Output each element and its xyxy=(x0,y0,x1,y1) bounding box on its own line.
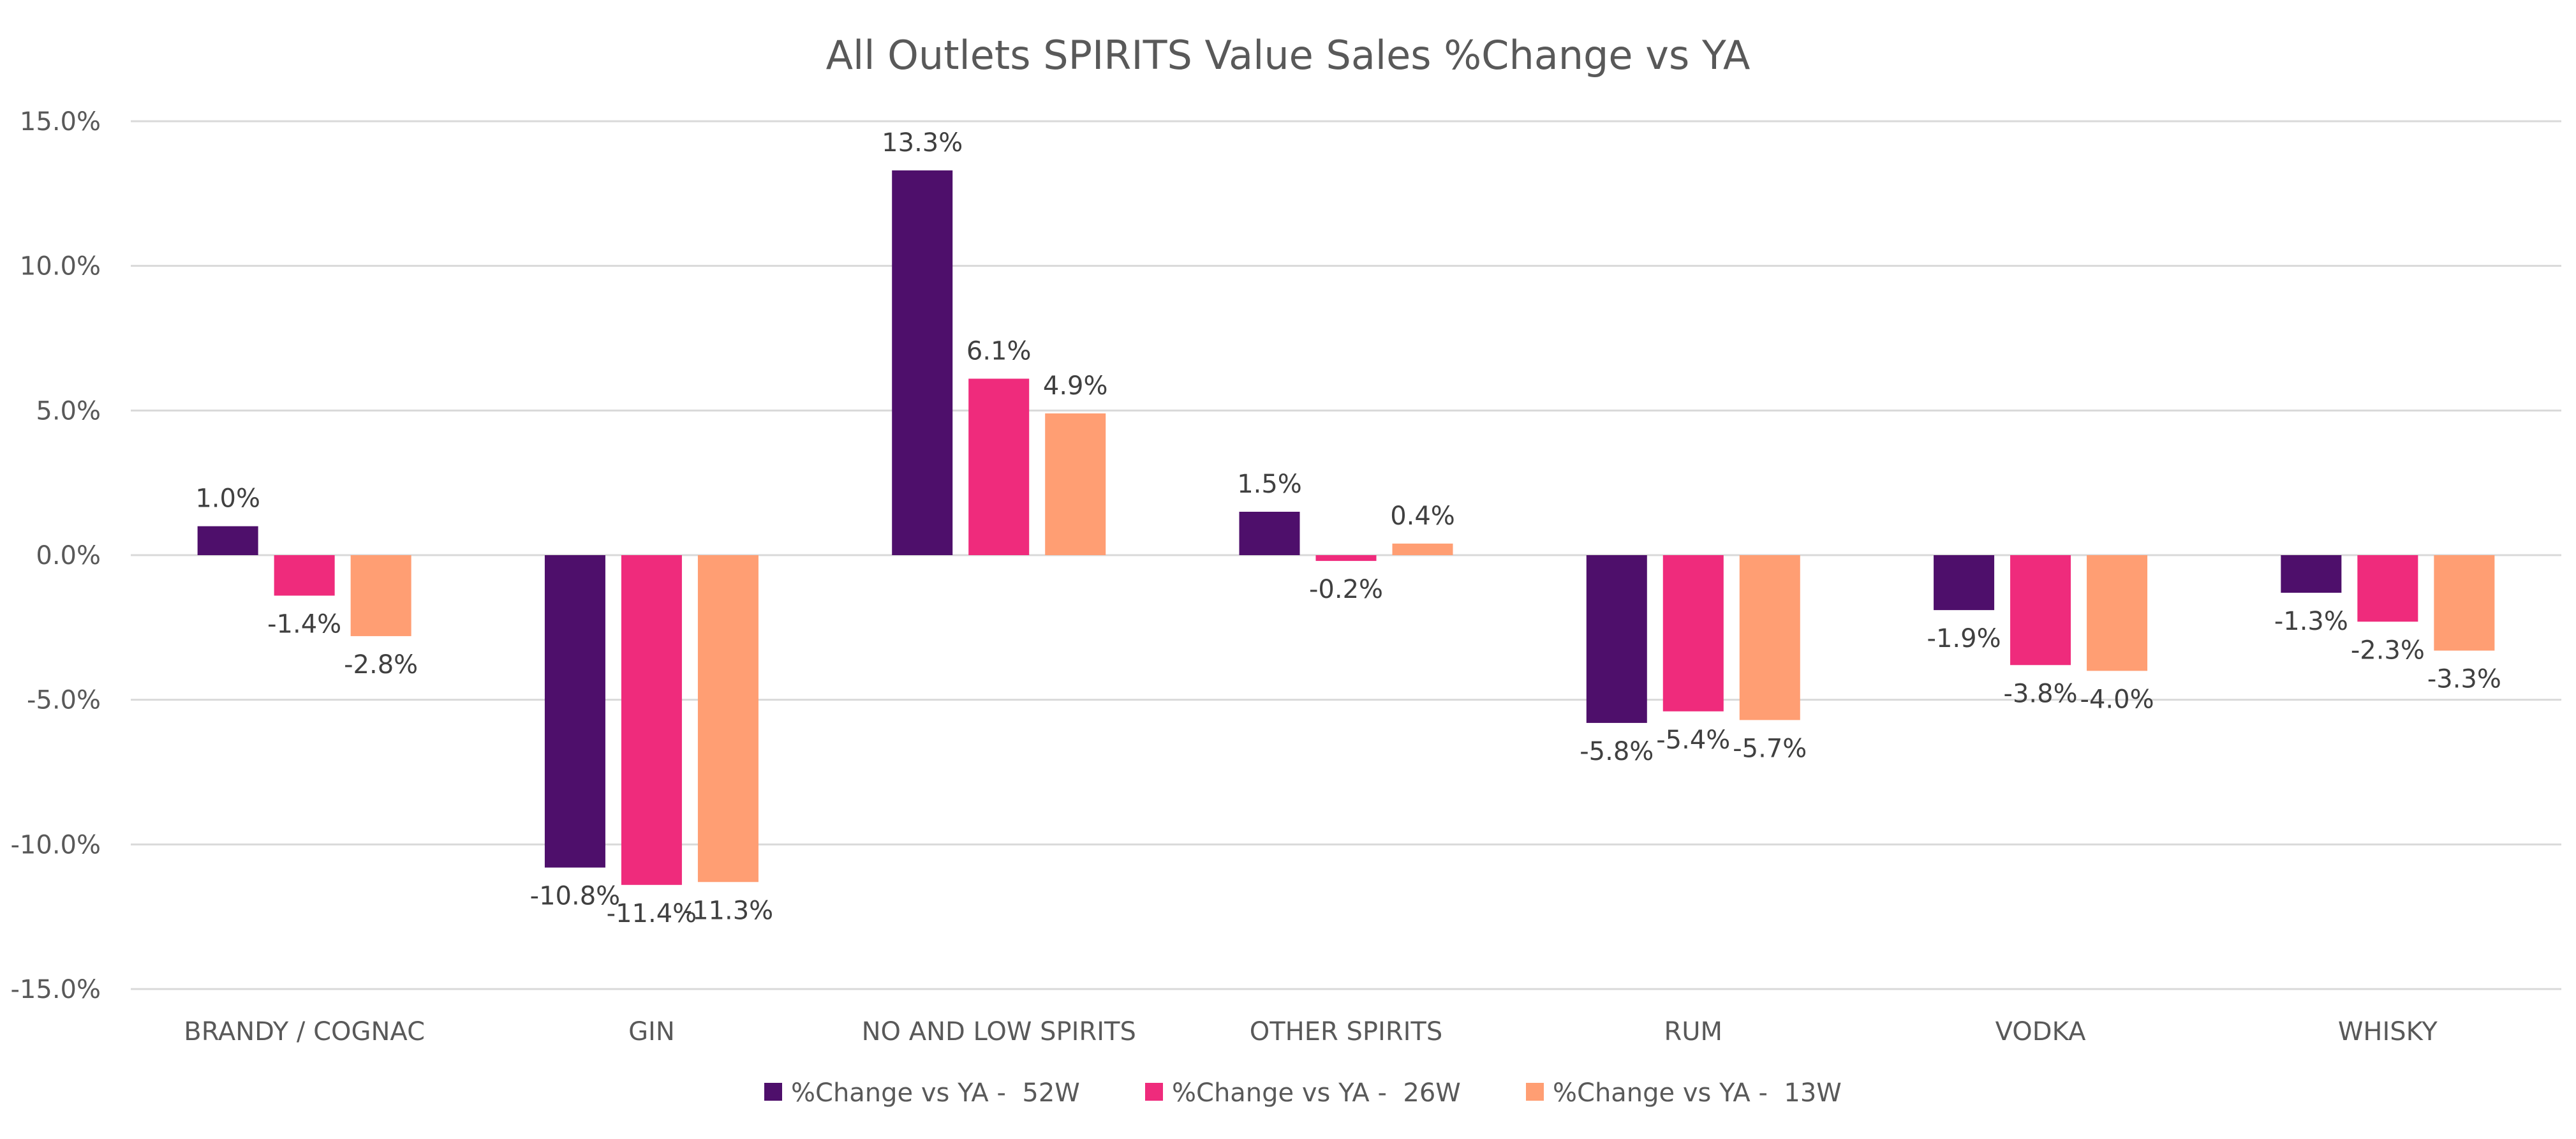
y-tick-label: -15.0% xyxy=(10,975,101,1004)
data-label: -1.3% xyxy=(2274,607,2348,636)
chart-title: All Outlets SPIRITS Value Sales %Change … xyxy=(826,32,1751,78)
x-category-label: GIN xyxy=(628,1017,675,1046)
data-label: -5.7% xyxy=(1733,734,1807,763)
y-tick-label: 15.0% xyxy=(20,107,101,137)
bar xyxy=(350,555,411,636)
bar xyxy=(274,555,335,596)
data-label: -1.9% xyxy=(1927,624,2001,653)
bars xyxy=(197,170,2495,885)
bar xyxy=(2010,555,2071,666)
x-category-label: NO AND LOW SPIRITS xyxy=(862,1017,1136,1046)
bar xyxy=(2087,555,2148,671)
data-label: 1.0% xyxy=(195,484,260,514)
y-tick-label: -10.0% xyxy=(10,830,101,860)
legend-swatch xyxy=(764,1083,782,1101)
data-label: -0.2% xyxy=(1309,575,1383,604)
legend: %Change vs YA - 52W %Change vs YA - 26W %C… xyxy=(764,1078,1842,1108)
x-axis-category-labels: BRANDY / COGNAC GIN NO AND LOW SPIRITS OTHE… xyxy=(184,1017,2438,1046)
bar xyxy=(197,526,258,555)
data-label: 6.1% xyxy=(966,336,1032,366)
x-category-label: RUM xyxy=(1664,1017,1722,1046)
bar xyxy=(2357,555,2418,622)
data-label: -3.8% xyxy=(2004,679,2078,708)
y-tick-label: 5.0% xyxy=(36,396,101,426)
data-label: -11.4% xyxy=(607,899,697,928)
y-axis-tick-labels: 15.0% 10.0% 5.0% 0.0% -5.0% -10.0% -15.0% xyxy=(10,107,101,1004)
data-label: -10.8% xyxy=(530,882,621,911)
data-labels: 1.0% -1.4%-2.8% -10.8%-11.4%-11.3% 13.3% 6.1… xyxy=(195,128,2501,928)
bar xyxy=(1662,555,1724,711)
legend-label: %Change vs YA - 26W xyxy=(1172,1078,1461,1108)
bar xyxy=(1315,555,1377,562)
data-label: 13.3% xyxy=(882,128,963,158)
data-label: -5.4% xyxy=(1656,726,1730,755)
y-tick-label: 0.0% xyxy=(36,541,101,570)
data-label: -4.0% xyxy=(2080,685,2154,714)
x-category-label: VODKA xyxy=(1995,1017,2086,1046)
data-label: -5.8% xyxy=(1580,737,1654,766)
bar xyxy=(1586,555,1647,723)
data-label: 4.9% xyxy=(1043,371,1108,401)
bar xyxy=(1045,413,1106,555)
gridlines xyxy=(131,120,2561,990)
bar xyxy=(892,170,953,556)
y-tick-label: 10.0% xyxy=(20,252,101,281)
bar xyxy=(1392,543,1453,555)
legend-label: %Change vs YA - 13W xyxy=(1553,1078,1842,1108)
y-tick-label: -5.0% xyxy=(27,686,101,715)
data-label: 1.5% xyxy=(1237,470,1302,499)
bar xyxy=(968,378,1030,555)
data-label: -1.4% xyxy=(267,609,341,639)
data-label: 0.4% xyxy=(1390,502,1455,531)
data-label: -2.3% xyxy=(2351,636,2425,665)
bar xyxy=(621,555,682,885)
bar xyxy=(697,555,759,882)
bar xyxy=(1239,512,1300,555)
bar xyxy=(2434,555,2495,651)
legend-label: %Change vs YA - 52W xyxy=(791,1078,1080,1108)
bar xyxy=(1739,555,1800,720)
data-label: -11.3% xyxy=(683,896,774,925)
x-category-label: WHISKY xyxy=(2338,1017,2438,1046)
bar xyxy=(544,555,605,868)
data-label: -2.8% xyxy=(344,650,418,680)
legend-swatch xyxy=(1526,1083,1544,1101)
x-category-label: OTHER SPIRITS xyxy=(1250,1017,1443,1046)
bar xyxy=(1934,555,1995,611)
x-category-label: BRANDY / COGNAC xyxy=(184,1017,425,1046)
bar xyxy=(2281,555,2342,593)
data-label: -3.3% xyxy=(2427,665,2501,694)
legend-swatch xyxy=(1145,1083,1163,1101)
